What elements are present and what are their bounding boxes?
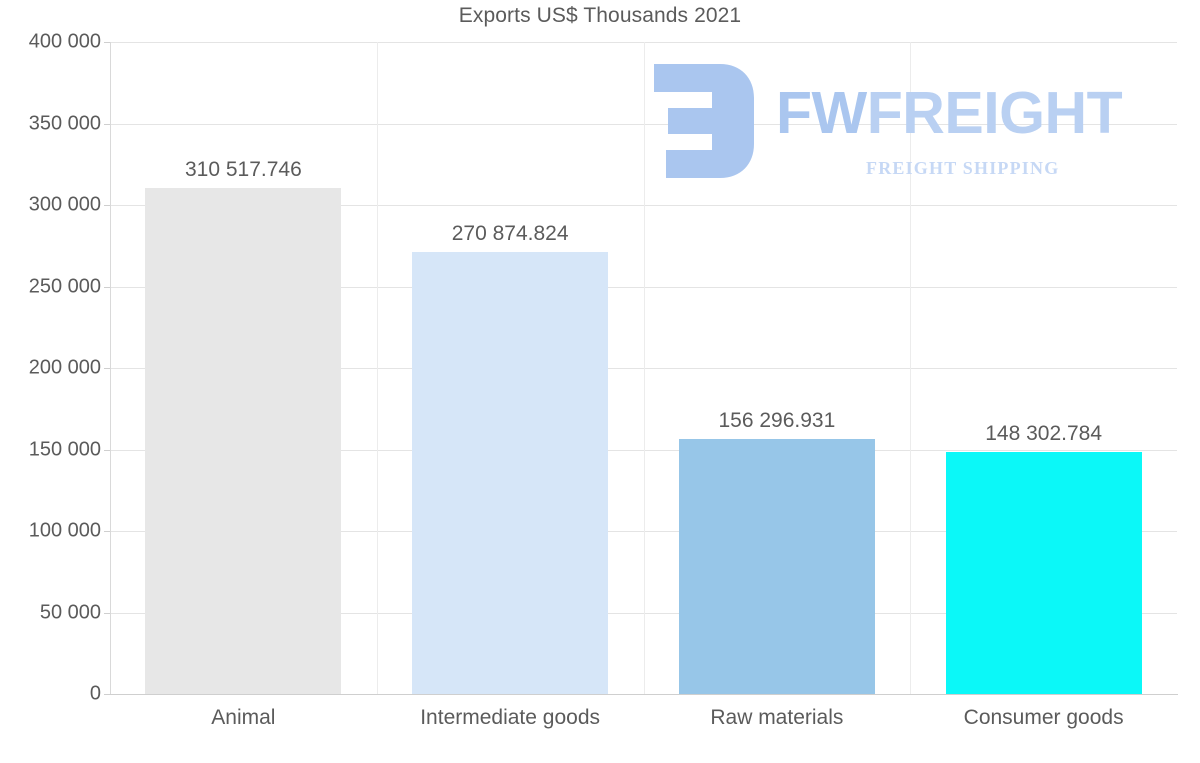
y-axis-tick-label: 250 000 bbox=[28, 275, 101, 297]
y-axis-tick-mark bbox=[104, 286, 110, 288]
y-axis-line bbox=[110, 42, 111, 695]
gridline-vertical bbox=[643, 42, 645, 694]
y-axis-tick-mark bbox=[104, 205, 110, 206]
bar[interactable] bbox=[145, 187, 342, 694]
y-axis-tick-label: 300 000 bbox=[28, 193, 101, 216]
y-axis-tick-mark bbox=[104, 42, 110, 43]
y-axis-tick-label: 350 000 bbox=[28, 112, 101, 134]
y-axis-tick-label: 50 000 bbox=[39, 601, 101, 623]
x-axis-tick-label: Animal bbox=[211, 706, 276, 729]
x-axis-tick-label: Consumer goods bbox=[963, 706, 1124, 729]
x-axis-line bbox=[110, 694, 1178, 695]
y-axis-tick-mark bbox=[104, 449, 110, 451]
chart-title: Exports US$ Thousands 2021 bbox=[458, 4, 742, 27]
bar-value-label: 148 302.784 bbox=[985, 422, 1103, 446]
bar[interactable] bbox=[412, 252, 609, 694]
y-axis: 0 50 000 100 000 150 000 200 000 250 000 300 0… bbox=[0, 0, 110, 763]
y-axis-tick-mark bbox=[104, 123, 110, 125]
bar[interactable] bbox=[945, 452, 1142, 694]
gridline-vertical bbox=[910, 42, 912, 694]
y-axis-tick-mark bbox=[104, 531, 110, 532]
y-axis-tick-mark bbox=[104, 694, 110, 695]
x-axis-tick-label: Raw materials bbox=[710, 706, 844, 729]
y-axis-tick-label: 100 000 bbox=[28, 519, 101, 542]
bar[interactable] bbox=[678, 439, 875, 694]
y-axis-tick-label: 150 000 bbox=[28, 438, 101, 460]
gridline-vertical bbox=[376, 42, 378, 694]
y-axis-tick-label: 0 bbox=[89, 682, 101, 705]
bar-value-label: 310 517.746 bbox=[184, 157, 302, 181]
bar-value-label: 156 296.931 bbox=[718, 409, 836, 433]
y-axis-tick-mark bbox=[104, 612, 110, 614]
y-axis-tick-label: 400 000 bbox=[28, 30, 101, 53]
bar-value-label: 270 874.824 bbox=[451, 222, 569, 246]
y-axis-tick-label: 200 000 bbox=[28, 356, 101, 379]
x-axis-tick-label: Intermediate goods bbox=[420, 706, 601, 729]
y-axis-tick-mark bbox=[104, 368, 110, 369]
